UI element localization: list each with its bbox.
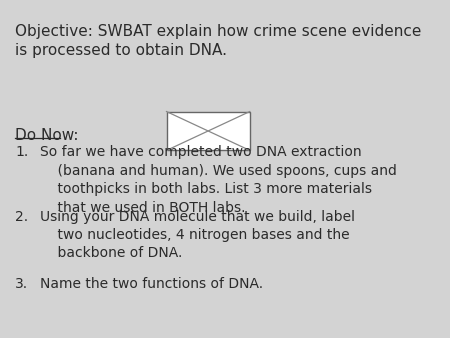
Text: So far we have completed two DNA extraction
    (banana and human). We used spoo: So far we have completed two DNA extract…: [40, 145, 396, 215]
Text: 1.: 1.: [15, 145, 28, 159]
Text: 2.: 2.: [15, 210, 28, 223]
Text: Do Now:: Do Now:: [15, 128, 79, 143]
Text: Objective: SWBAT explain how crime scene evidence
is processed to obtain DNA.: Objective: SWBAT explain how crime scene…: [15, 24, 422, 58]
Text: Using your DNA molecule that we build, label
    two nucleotides, 4 nitrogen bas: Using your DNA molecule that we build, l…: [40, 210, 355, 260]
Text: Name the two functions of DNA.: Name the two functions of DNA.: [40, 277, 263, 291]
Bar: [166, 112, 250, 150]
Text: 3.: 3.: [15, 277, 28, 291]
